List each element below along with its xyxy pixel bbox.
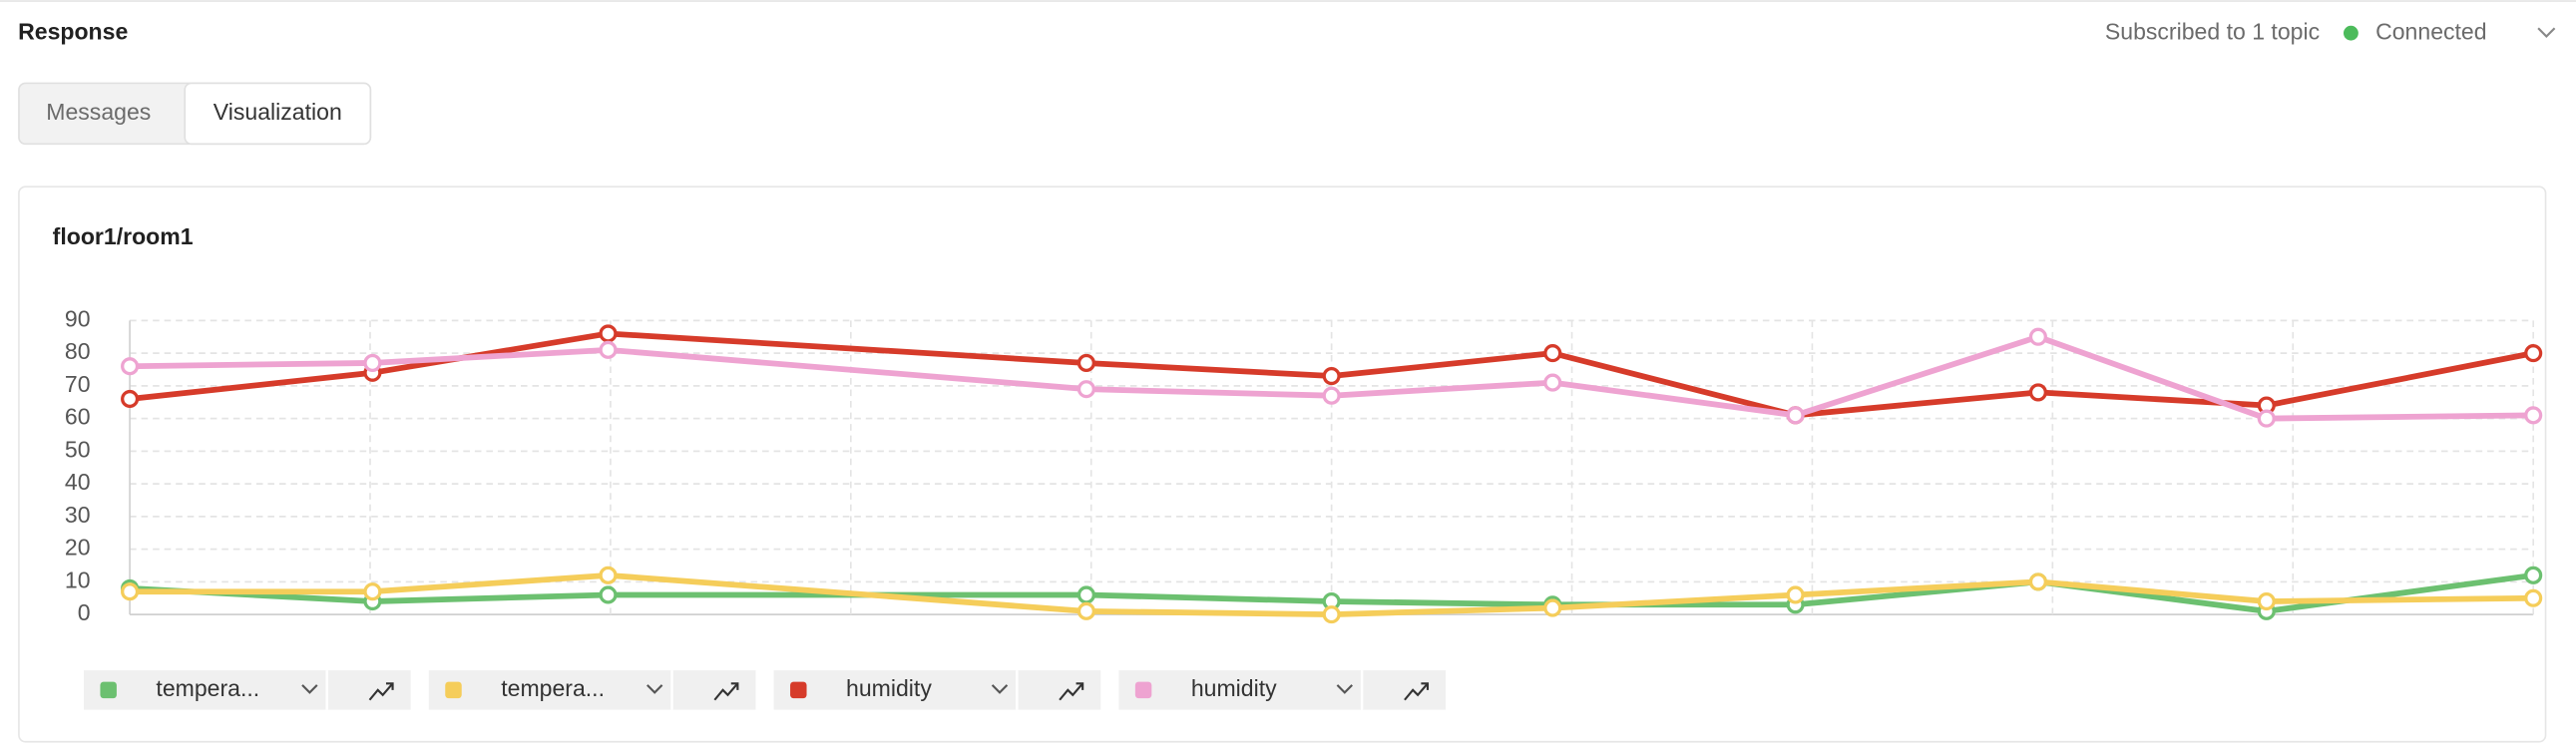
y-tick-label: 60 (65, 404, 91, 430)
data-point (1322, 366, 1341, 386)
y-tick-label: 90 (65, 305, 91, 331)
data-point (2028, 383, 2047, 402)
data-point (1322, 386, 1341, 405)
legend-dropdown[interactable] (301, 684, 318, 694)
data-point (1543, 373, 1562, 392)
legend-chip[interactable] (773, 670, 1101, 710)
data-point (2524, 406, 2543, 425)
y-tick-label: 40 (65, 469, 91, 495)
legend-swatch (100, 681, 117, 699)
legend-swatch (790, 681, 807, 699)
data-point (2257, 591, 2276, 611)
data-point (1076, 585, 1095, 604)
y-tick-label: 10 (65, 567, 91, 592)
chart-card (18, 186, 2547, 743)
legend-label: tempera... (156, 675, 259, 701)
legend-swatch (1134, 681, 1152, 699)
y-tick-label: 50 (65, 436, 91, 462)
connection-status: Connected (2375, 18, 2486, 44)
series-line (129, 571, 2534, 614)
panel-title: Response (18, 18, 128, 44)
legend: tempera... tempera... humidity humidity (83, 670, 1447, 710)
data-point (1786, 585, 1805, 604)
data-point (2028, 572, 2047, 591)
plot: 0 10 20 30 40 50 60 70 80 90 (65, 305, 2543, 625)
data-point (2257, 409, 2276, 428)
subscription-status: Subscribed to 1 topic (2105, 18, 2320, 44)
chart-title: floor1/room1 (53, 223, 194, 249)
series-line (130, 571, 2534, 618)
legend-trend-icon[interactable] (713, 682, 739, 701)
data-point (121, 389, 140, 409)
data-point (2524, 588, 2543, 607)
y-tick-label: 80 (65, 338, 91, 364)
data-point (1786, 406, 1805, 425)
series-line (129, 330, 2534, 419)
y-tick-label: 20 (65, 535, 91, 561)
data-point (2524, 566, 2543, 584)
data-point (1543, 344, 1562, 363)
data-point (1076, 380, 1095, 399)
series-line (130, 333, 2534, 422)
tab-messages[interactable]: Messages (46, 99, 151, 125)
data-point (363, 353, 382, 372)
y-tick-label: 30 (65, 502, 91, 528)
data-point (599, 324, 618, 343)
data-point (1076, 353, 1095, 372)
legend-chip[interactable] (83, 670, 411, 710)
legend-label: tempera... (501, 675, 605, 701)
y-tick-label: 0 (78, 599, 91, 625)
status-dot (2343, 25, 2359, 41)
legend-dropdown[interactable] (1336, 684, 1353, 694)
legend-trend-icon[interactable] (368, 682, 394, 701)
data-point (363, 582, 382, 601)
data-point (599, 340, 618, 359)
legend-trend-icon[interactable] (1059, 682, 1084, 701)
data-point (599, 566, 618, 584)
legend-label: humidity (846, 675, 932, 701)
collapse-chevron[interactable] (2537, 27, 2556, 39)
data-point (2028, 327, 2047, 346)
data-point (1076, 601, 1095, 620)
data-point (2524, 344, 2543, 363)
legend-chip[interactable] (1118, 670, 1447, 710)
data-point (1322, 605, 1341, 624)
legend-dropdown[interactable] (646, 684, 663, 694)
data-point (121, 582, 140, 601)
legend-chip[interactable] (428, 670, 756, 710)
legend-dropdown[interactable] (991, 684, 1009, 694)
tab-visualization[interactable]: Visualization (214, 99, 342, 125)
tab-active[interactable] (184, 82, 372, 146)
data-point (121, 357, 140, 376)
legend-label: humidity (1191, 675, 1277, 701)
legend-trend-icon[interactable] (1404, 682, 1430, 701)
y-tick-label: 70 (65, 371, 91, 397)
data-point (599, 585, 618, 604)
data-point (1543, 598, 1562, 617)
legend-swatch (445, 681, 462, 699)
